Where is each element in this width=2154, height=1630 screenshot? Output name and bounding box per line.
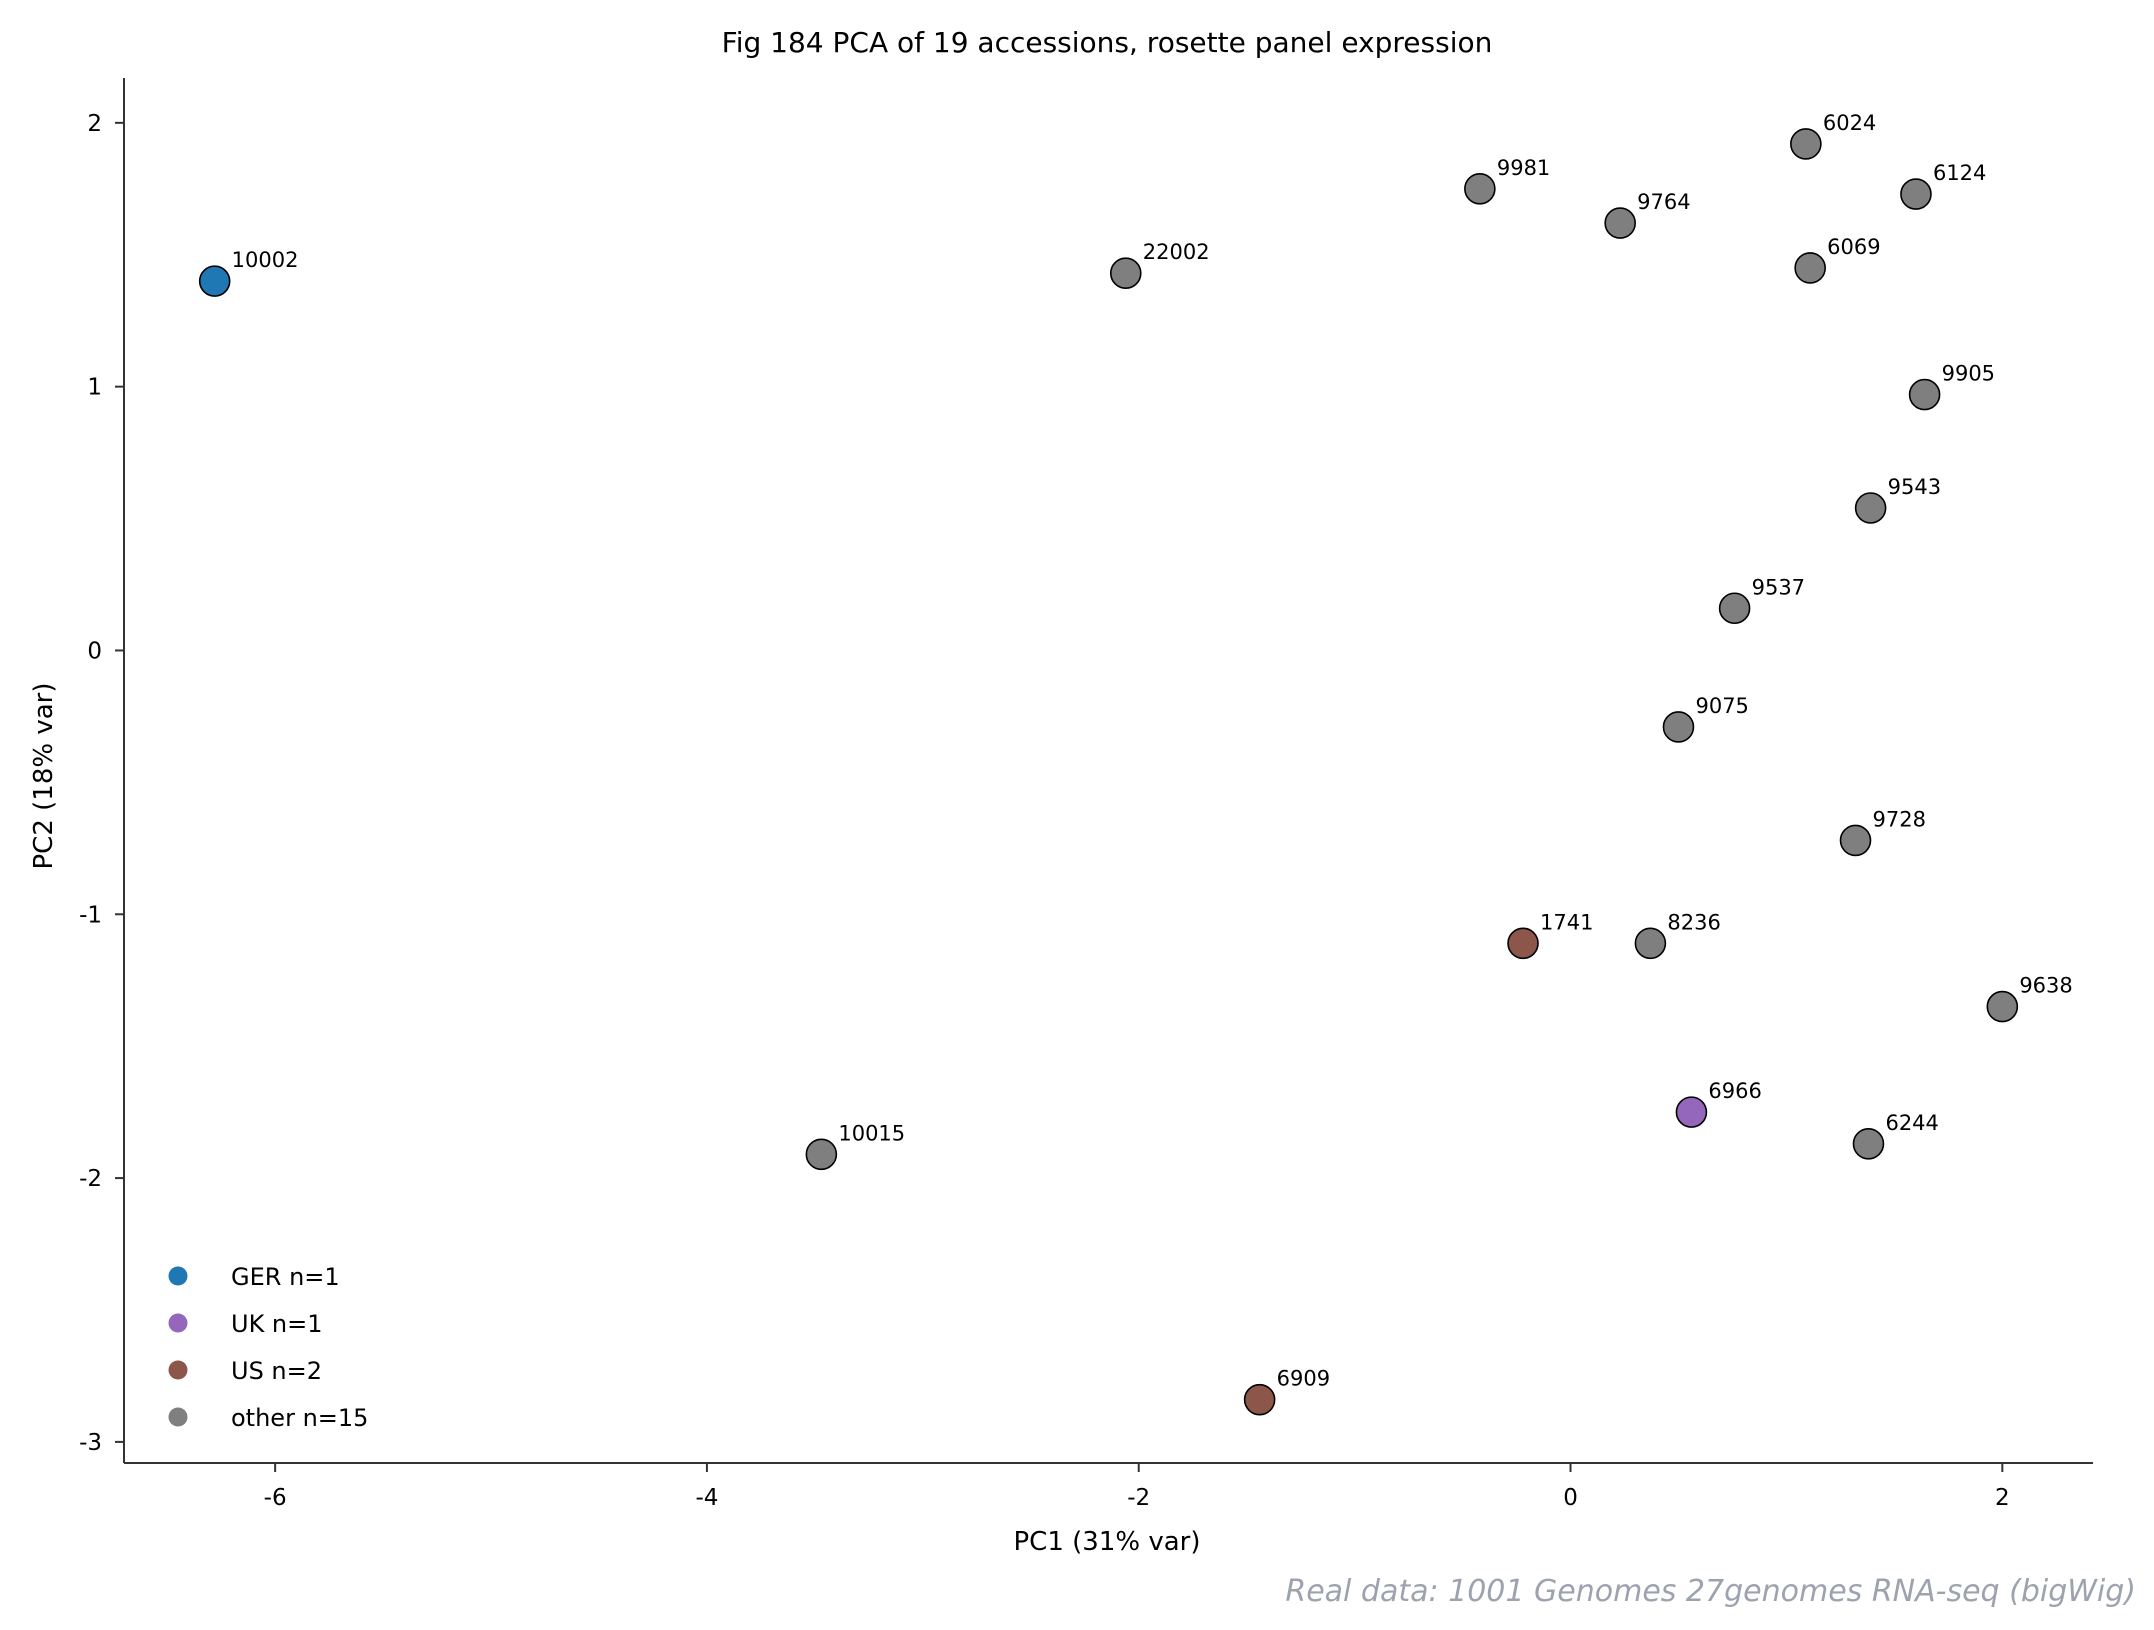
- data-point-label: 6244: [1885, 1111, 1938, 1135]
- x-axis-label: PC1 (31% var): [1014, 1527, 1201, 1557]
- data-point: [1634, 927, 1667, 960]
- legend-marker: [168, 1407, 188, 1427]
- data-point-label: 9728: [1873, 807, 1926, 831]
- data-point: [1243, 1383, 1276, 1416]
- data-point: [1986, 990, 2019, 1023]
- data-point: [1852, 1127, 1885, 1160]
- axes: -6 -4 -2 0 2 2 1 0 -1 -2 -3: [79, 78, 2093, 1511]
- data-point-label: 9981: [1497, 156, 1550, 180]
- data-point: [1790, 128, 1822, 160]
- data-point-label: 9764: [1637, 190, 1690, 214]
- data-point: [198, 265, 231, 297]
- legend-marker: [168, 1360, 188, 1380]
- x-tick-label: 0: [1563, 1485, 1578, 1511]
- data-point: [1794, 252, 1826, 284]
- x-tick-label: -2: [1127, 1485, 1150, 1511]
- data-point-label: 6124: [1933, 161, 1986, 185]
- data-point: [1604, 207, 1636, 239]
- data-point-label: 9905: [1942, 362, 1995, 386]
- data-point-label: 10002: [232, 248, 299, 272]
- data-point-label: 9537: [1752, 575, 1805, 599]
- data-point: [1908, 378, 1941, 411]
- y-tick-label: 2: [87, 111, 102, 137]
- data-point: [805, 1138, 838, 1171]
- data-point: [1900, 178, 1932, 210]
- data-points: 10002 22002 9981 9764 6024 6124 6069 9905 9543 95…: [198, 111, 2073, 1416]
- y-tick-label: 0: [87, 638, 102, 664]
- x-tick-label: -4: [695, 1485, 718, 1511]
- data-point: [1839, 824, 1872, 857]
- data-point-label: 6024: [1823, 111, 1876, 135]
- legend-label: GER n=1: [231, 1263, 340, 1291]
- legend-marker: [168, 1313, 188, 1333]
- data-point-label: 9638: [2019, 974, 2072, 998]
- y-tick-label: -3: [79, 1430, 102, 1456]
- source-note: Real data: 1001 Genomes 27genomes RNA-se…: [1285, 1574, 2136, 1609]
- data-point-label: 8236: [1667, 910, 1720, 934]
- y-tick-label: -2: [79, 1166, 102, 1192]
- data-point: [1675, 1096, 1708, 1128]
- data-point-label: 10015: [838, 1121, 905, 1145]
- y-tick-label: -1: [79, 902, 102, 928]
- data-point: [1718, 592, 1751, 625]
- legend: GER n=1 UK n=1 US n=2 other n=15: [168, 1263, 368, 1432]
- y-axis-label: PC2 (18% var): [29, 683, 59, 870]
- data-point-label: 1741: [1540, 910, 1593, 934]
- data-point-label: 22002: [1143, 240, 1210, 264]
- x-tick-label: 2: [1995, 1485, 2010, 1511]
- legend-label: other n=15: [231, 1404, 368, 1432]
- legend-marker: [168, 1266, 188, 1286]
- legend-label: US n=2: [231, 1357, 322, 1385]
- x-tick-label: -6: [264, 1485, 287, 1511]
- data-point: [1854, 492, 1887, 524]
- data-point: [1464, 173, 1496, 205]
- data-point: [1662, 711, 1695, 743]
- legend-label: UK n=1: [231, 1310, 323, 1338]
- y-tick-label: 1: [87, 375, 102, 401]
- chart-title: Fig 184 PCA of 19 accessions, rosette pa…: [722, 26, 1493, 59]
- data-point-label: 6069: [1827, 235, 1880, 259]
- data-point-label: 9075: [1695, 694, 1748, 718]
- data-point-label: 9543: [1888, 475, 1941, 499]
- data-point-label: 6966: [1708, 1079, 1761, 1103]
- data-point-label: 6909: [1277, 1367, 1330, 1391]
- data-point: [1109, 257, 1142, 290]
- data-point: [1507, 927, 1539, 960]
